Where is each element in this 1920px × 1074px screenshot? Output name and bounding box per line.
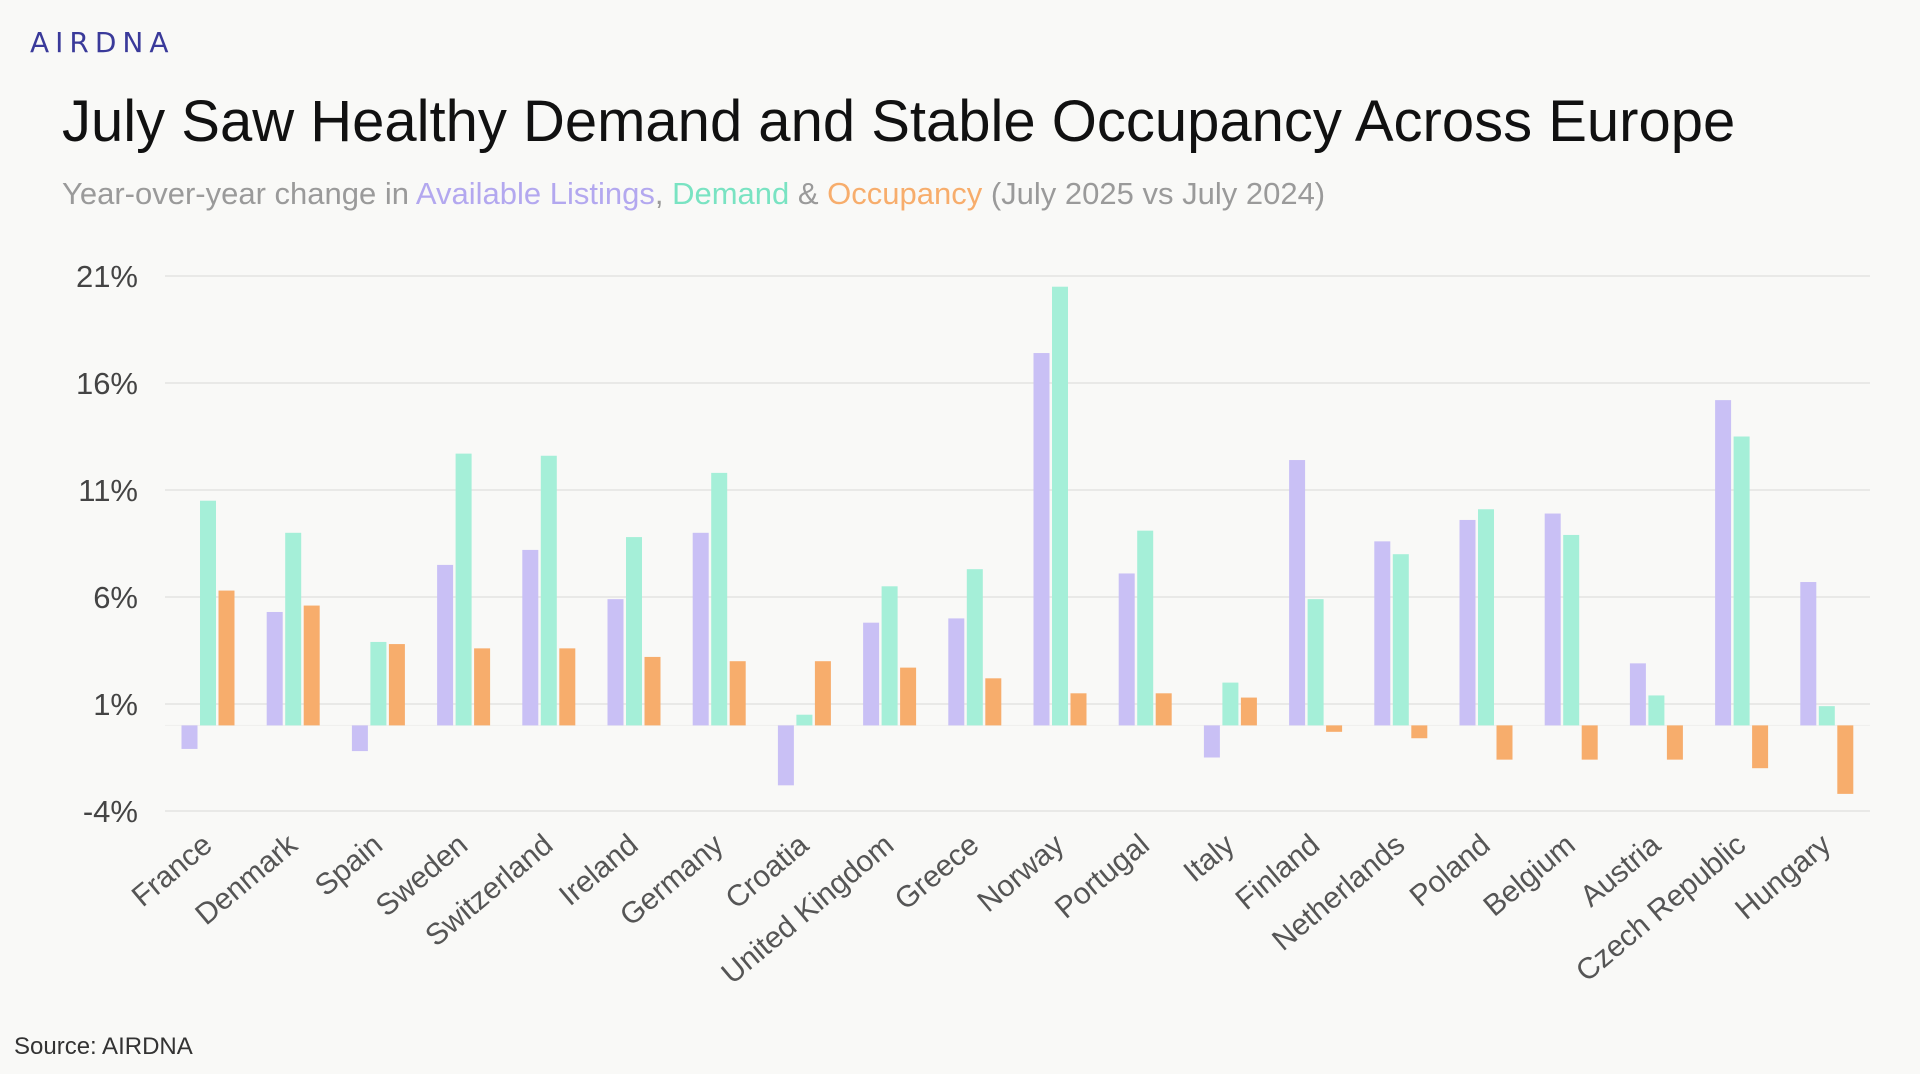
bar-demand (1307, 599, 1324, 726)
bar-listings (1289, 460, 1306, 726)
bar-occupancy (474, 648, 491, 726)
bar-listings (1033, 353, 1050, 726)
bar-listings (607, 599, 624, 726)
bar-listings (1374, 541, 1391, 726)
x-category-label: Belgium (1477, 828, 1581, 923)
bar-occupancy (729, 661, 746, 726)
bar-occupancy (1326, 725, 1343, 732)
bar-listings (1203, 725, 1220, 758)
bar-occupancy (1666, 725, 1683, 760)
chart-title: July Saw Healthy Demand and Stable Occup… (62, 89, 1736, 154)
bar-occupancy (1155, 693, 1172, 726)
subtitle-listings-label: Available Listings (415, 176, 655, 211)
bar-occupancy (1070, 693, 1087, 726)
bar-listings (522, 549, 539, 726)
airdna-logo: AIRDNA (30, 26, 175, 59)
bar-listings (351, 725, 368, 752)
bar-demand (1478, 509, 1494, 726)
bar-demand (796, 714, 813, 726)
subtitle-separator: , (654, 176, 673, 211)
bar-listings (948, 618, 965, 726)
bar-occupancy (814, 661, 831, 726)
x-category-label: Hungary (1729, 828, 1837, 926)
bar-occupancy (559, 648, 576, 726)
bar-occupancy (388, 644, 405, 726)
bar-demand (1052, 286, 1068, 726)
bar-occupancy (985, 678, 1002, 726)
chart-subtitle: Year-over-year change in Available Listi… (62, 176, 1325, 212)
bar-occupancy (1837, 725, 1854, 794)
bar-occupancy (1581, 725, 1598, 760)
bar-occupancy (303, 605, 320, 726)
bar-demand (711, 472, 728, 726)
bar-listings (437, 564, 454, 726)
bar-demand (966, 569, 983, 726)
bar-listings (1459, 519, 1476, 726)
bar-demand (626, 537, 642, 726)
subtitle-occupancy-label: Occupancy (827, 176, 983, 211)
bar-demand (1648, 695, 1665, 726)
bar-listings (1118, 573, 1135, 726)
bar-listings (181, 725, 198, 749)
bar-listings (863, 622, 880, 726)
subtitle-suffix: (July 2025 vs July 2024) (982, 176, 1326, 211)
bar-listings (1629, 663, 1646, 726)
bar-demand (1818, 706, 1835, 726)
bar-occupancy (1752, 725, 1769, 769)
bar-occupancy (644, 656, 661, 726)
subtitle-prefix: Year-over-year change in (62, 176, 416, 211)
bar-listings (1800, 582, 1817, 726)
bar-demand (1392, 554, 1409, 726)
x-category-label: Portugal (1049, 828, 1156, 925)
y-tick-label: 6% (93, 580, 138, 615)
bar-listings (777, 725, 794, 786)
bar-listings (1715, 400, 1732, 726)
bar-demand (285, 532, 302, 726)
bar-occupancy (1496, 725, 1513, 760)
y-tick-label: -4% (83, 794, 138, 829)
x-category-label: Greece (889, 828, 986, 917)
bar-demand (1137, 530, 1154, 726)
bar-demand (1563, 534, 1580, 726)
subtitle-demand-label: Demand (672, 176, 790, 211)
bar-demand (1733, 436, 1750, 726)
x-category-label: Italy (1178, 828, 1241, 889)
source-note: Source: AIRDNA (14, 1033, 193, 1060)
bar-listings (692, 532, 709, 726)
bar-occupancy (1240, 697, 1257, 726)
subtitle-separator: & (789, 176, 828, 211)
bar-listings (1544, 513, 1561, 726)
y-tick-label: 11% (78, 473, 138, 508)
bar-listings (266, 611, 283, 726)
bar-occupancy (1411, 725, 1428, 739)
bar-demand (881, 586, 898, 726)
bar-demand (1222, 682, 1239, 726)
bar-demand (370, 641, 387, 726)
y-tick-label: 21% (76, 259, 138, 294)
bar-demand (200, 500, 216, 726)
y-tick-label: 1% (93, 687, 138, 722)
y-tick-label: 16% (76, 366, 138, 401)
bar-occupancy (900, 667, 917, 726)
bar-demand (540, 455, 557, 726)
bar-occupancy (218, 590, 235, 726)
bar-demand (455, 453, 472, 726)
